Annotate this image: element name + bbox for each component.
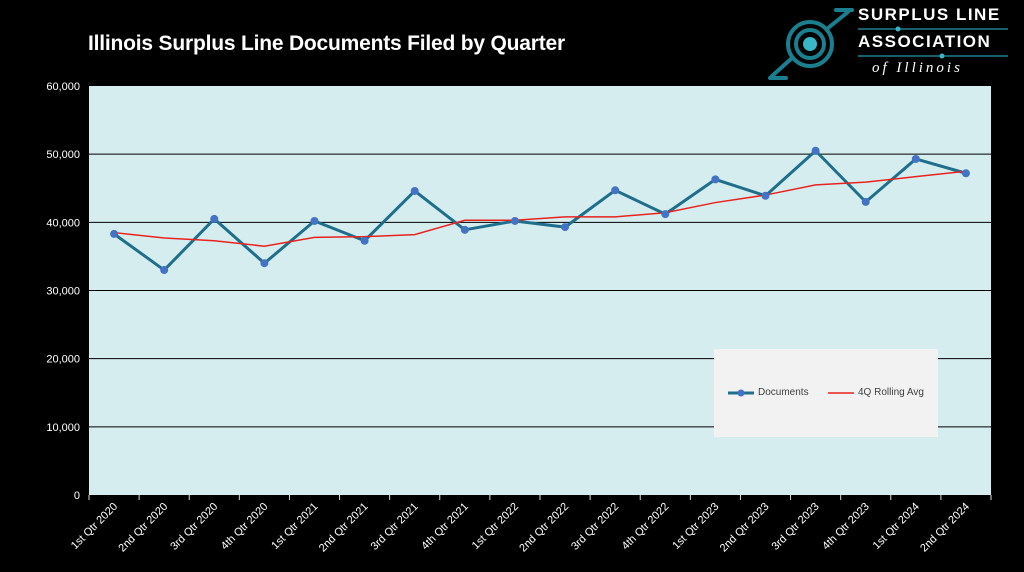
logo-emblem-icon: [768, 8, 854, 80]
data-point-documents: [611, 186, 620, 195]
y-tick-label: 40,000: [46, 217, 80, 229]
data-point-documents: [761, 191, 770, 200]
chart-title: Illinois Surplus Line Documents Filed by…: [88, 32, 565, 55]
logo-text-line2: ASSOCIATION: [858, 32, 992, 51]
data-point-documents: [210, 214, 219, 223]
chart-legend: Documents 4Q Rolling Avg: [714, 349, 938, 437]
legend-swatch-rolling-avg: [828, 391, 854, 394]
logo-text-line3: of Illinois: [872, 60, 963, 76]
x-tick-label: 1st Qtr 2020: [69, 501, 120, 552]
x-tick-label: 2nd Qtr 2022: [517, 501, 571, 555]
x-tick-label: 3rd Qtr 2021: [369, 501, 421, 553]
data-point-documents: [811, 146, 820, 155]
logo-divider: [858, 26, 1008, 32]
y-tick-label: 20,000: [46, 354, 80, 366]
data-point-documents: [561, 223, 570, 232]
series-line-rolling-avg: [113, 170, 967, 247]
x-tick-label: 4th Qtr 2023: [820, 501, 872, 553]
data-point-documents: [911, 154, 920, 163]
x-tick-label: 3rd Qtr 2020: [168, 501, 220, 553]
x-tick-label: 1st Qtr 2021: [269, 501, 320, 552]
x-tick-label: 4th Qtr 2021: [419, 501, 471, 553]
association-logo: SURPLUS LINE ASSOCIATION of Illinois: [766, 4, 1008, 84]
x-tick-label: 4th Qtr 2020: [219, 501, 271, 553]
y-tick-label: 10,000: [46, 422, 80, 434]
data-point-documents: [310, 216, 319, 225]
x-tick-label: 4th Qtr 2022: [620, 501, 672, 553]
logo-divider-2: [858, 53, 1008, 59]
x-tick-label: 2nd Qtr 2024: [918, 501, 972, 555]
legend-label-rolling-avg: 4Q Rolling Avg: [858, 387, 924, 398]
data-point-documents: [110, 229, 119, 238]
data-point-documents: [410, 186, 419, 195]
data-point-documents: [160, 266, 169, 275]
y-tick-label: 60,000: [46, 81, 80, 93]
legend-item-rolling-avg: 4Q Rolling Avg: [828, 387, 924, 398]
x-tick-label: 2nd Qtr 2023: [718, 501, 772, 555]
legend-item-documents: Documents: [728, 387, 809, 398]
x-tick-label: 2nd Qtr 2020: [116, 501, 170, 555]
logo-text-line1: SURPLUS LINE: [858, 5, 1001, 24]
data-point-documents: [861, 197, 870, 206]
x-tick-label: 1st Qtr 2023: [670, 501, 721, 552]
x-tick-label: 2nd Qtr 2021: [317, 501, 371, 555]
data-point-documents: [260, 259, 269, 268]
y-tick-label: 0: [74, 490, 80, 502]
x-tick-label: 3rd Qtr 2023: [770, 501, 822, 553]
data-point-documents: [360, 236, 369, 245]
y-tick-label: 50,000: [46, 149, 80, 161]
x-tick-label: 3rd Qtr 2022: [569, 501, 621, 553]
data-point-documents: [510, 216, 519, 225]
x-tick-label: 1st Qtr 2022: [470, 501, 521, 552]
y-tick-label: 30,000: [46, 286, 80, 298]
x-tick-label: 1st Qtr 2024: [871, 501, 922, 552]
data-point-documents: [961, 169, 970, 178]
data-point-documents: [460, 225, 469, 234]
data-point-documents: [661, 210, 670, 219]
series-line-documents: [113, 149, 967, 272]
legend-label-documents: Documents: [758, 387, 809, 398]
data-point-documents: [711, 175, 720, 184]
legend-swatch-documents: [728, 389, 754, 396]
